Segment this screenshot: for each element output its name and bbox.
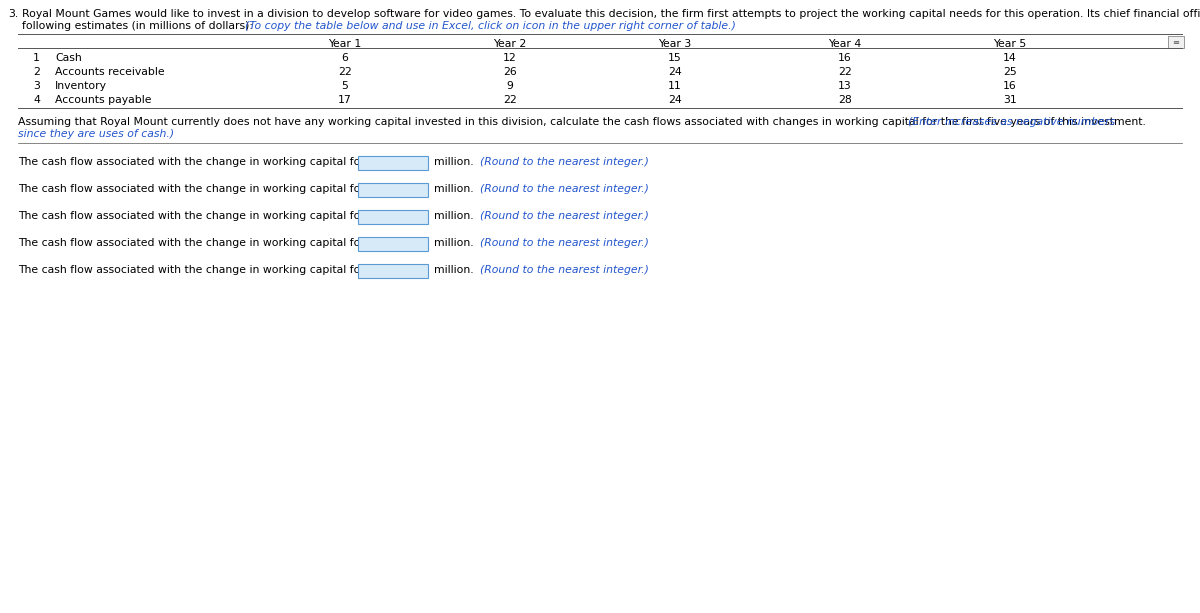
Text: (Round to the nearest integer.): (Round to the nearest integer.) <box>480 265 649 275</box>
Text: 13: 13 <box>838 81 852 91</box>
Text: (Round to the nearest integer.): (Round to the nearest integer.) <box>480 184 649 194</box>
Text: 25: 25 <box>1003 67 1016 77</box>
Text: million.: million. <box>434 238 474 248</box>
Text: 5: 5 <box>342 81 348 91</box>
Text: 22: 22 <box>338 67 352 77</box>
Text: 14: 14 <box>1003 53 1016 63</box>
Text: 15: 15 <box>668 53 682 63</box>
Text: 24: 24 <box>668 67 682 77</box>
Text: 28: 28 <box>838 95 852 105</box>
Text: 16: 16 <box>1003 81 1016 91</box>
Bar <box>358 264 428 278</box>
Text: 24: 24 <box>668 95 682 105</box>
Text: The cash flow associated with the change in working capital for year 1 is $: The cash flow associated with the change… <box>18 157 426 167</box>
Text: (To copy the table below and use in Excel, click on icon in the upper right corn: (To copy the table below and use in Exce… <box>245 21 736 31</box>
Text: 1: 1 <box>34 53 40 63</box>
Text: ≡: ≡ <box>1172 37 1180 47</box>
Text: 2: 2 <box>34 67 40 77</box>
Text: Year 2: Year 2 <box>493 39 527 49</box>
Text: Accounts receivable: Accounts receivable <box>55 67 164 77</box>
Text: 3: 3 <box>34 81 40 91</box>
Text: (Round to the nearest integer.): (Round to the nearest integer.) <box>480 157 649 167</box>
Text: 4: 4 <box>34 95 40 105</box>
Text: Inventory: Inventory <box>55 81 107 91</box>
Text: Year 5: Year 5 <box>994 39 1027 49</box>
Text: Year 1: Year 1 <box>329 39 361 49</box>
Bar <box>358 183 428 197</box>
Text: 9: 9 <box>506 81 514 91</box>
Text: Accounts payable: Accounts payable <box>55 95 151 105</box>
Bar <box>358 156 428 170</box>
Text: The cash flow associated with the change in working capital for year 5 is $: The cash flow associated with the change… <box>18 265 426 275</box>
Text: million.: million. <box>434 265 474 275</box>
Text: Year 4: Year 4 <box>828 39 862 49</box>
Text: The cash flow associated with the change in working capital for year 3 is $: The cash flow associated with the change… <box>18 211 426 221</box>
Text: 26: 26 <box>503 67 517 77</box>
Text: 31: 31 <box>1003 95 1016 105</box>
Text: 3.: 3. <box>8 9 18 19</box>
Text: (Round to the nearest integer.): (Round to the nearest integer.) <box>480 211 649 221</box>
Text: Assuming that Royal Mount currently does not have any working capital invested i: Assuming that Royal Mount currently does… <box>18 117 1146 127</box>
Bar <box>358 210 428 224</box>
Text: following estimates (in millions of dollars):: following estimates (in millions of doll… <box>22 21 260 31</box>
Text: (Enter increases as negative numbers: (Enter increases as negative numbers <box>908 117 1115 127</box>
Text: 17: 17 <box>338 95 352 105</box>
Bar <box>1168 36 1184 48</box>
Text: since they are uses of cash.): since they are uses of cash.) <box>18 129 174 139</box>
Text: million.: million. <box>434 157 474 167</box>
Text: Royal Mount Games would like to invest in a division to develop software for vid: Royal Mount Games would like to invest i… <box>22 9 1200 19</box>
Text: 22: 22 <box>838 67 852 77</box>
Text: million.: million. <box>434 211 474 221</box>
Text: 11: 11 <box>668 81 682 91</box>
Text: Year 3: Year 3 <box>659 39 691 49</box>
Text: 16: 16 <box>838 53 852 63</box>
Text: 22: 22 <box>503 95 517 105</box>
Text: (Round to the nearest integer.): (Round to the nearest integer.) <box>480 238 649 248</box>
Text: Cash: Cash <box>55 53 82 63</box>
Text: The cash flow associated with the change in working capital for year 2 is $: The cash flow associated with the change… <box>18 184 426 194</box>
Text: The cash flow associated with the change in working capital for year 4 is $: The cash flow associated with the change… <box>18 238 426 248</box>
Bar <box>358 237 428 251</box>
Text: million.: million. <box>434 184 474 194</box>
Text: 6: 6 <box>342 53 348 63</box>
Text: 12: 12 <box>503 53 517 63</box>
